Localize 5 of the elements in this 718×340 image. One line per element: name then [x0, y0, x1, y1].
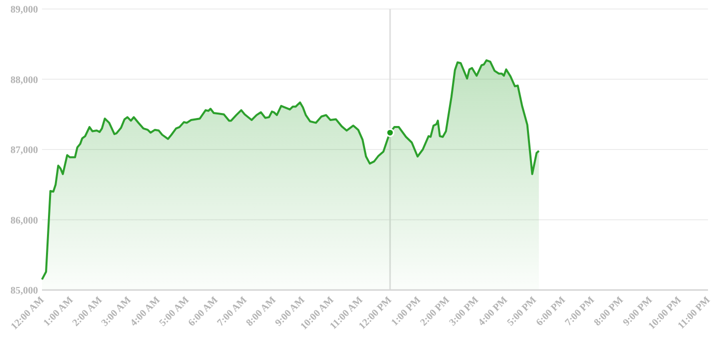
y-tick-label: 85,000 — [10, 286, 38, 296]
y-tick-label: 89,000 — [10, 4, 38, 16]
y-tick-label: 86,000 — [10, 215, 38, 226]
y-tick-label: 87,000 — [10, 145, 38, 156]
y-tick-label: 88,000 — [10, 74, 38, 86]
